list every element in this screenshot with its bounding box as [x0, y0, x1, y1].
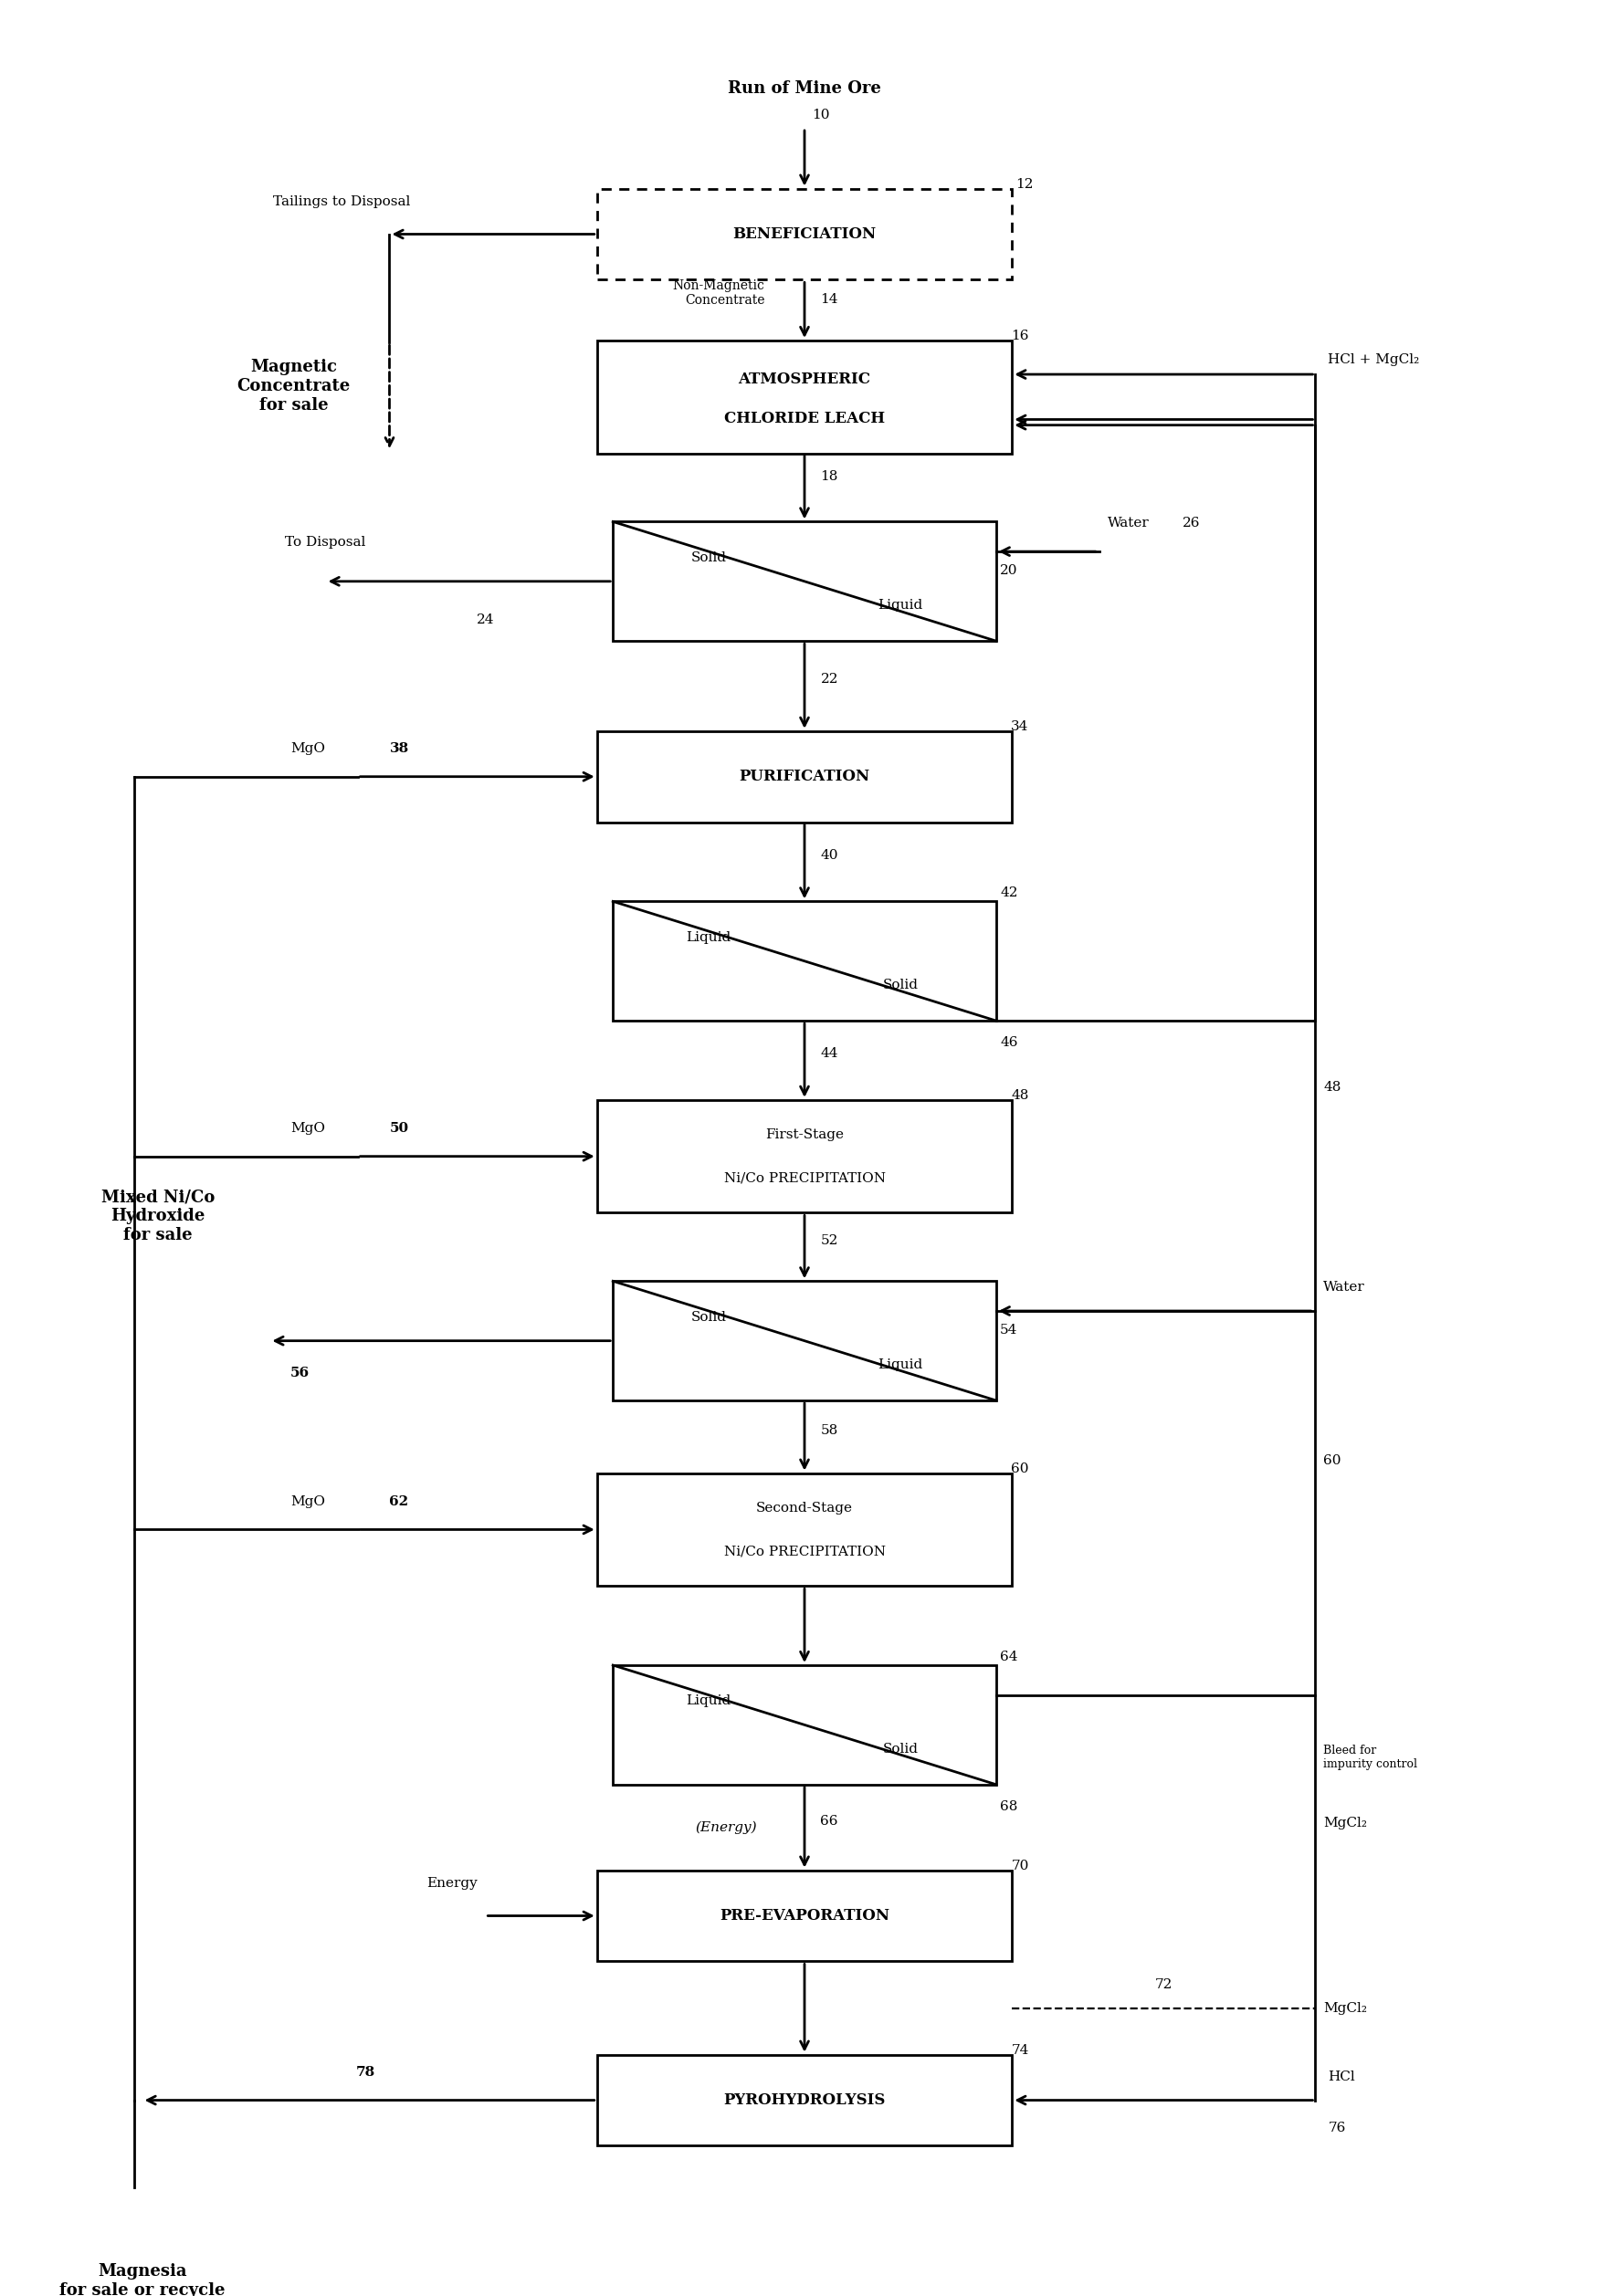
Text: Energy: Energy [426, 1876, 478, 1890]
Bar [597, 340, 1012, 452]
Text: Bleed for
impurity control: Bleed for impurity control [1323, 1745, 1418, 1770]
Text: 58: 58 [821, 1424, 838, 1437]
Text: ATMOSPHERIC: ATMOSPHERIC [739, 372, 870, 388]
Text: 18: 18 [821, 471, 838, 482]
Text: 14: 14 [821, 294, 838, 305]
Text: 60: 60 [1323, 1453, 1342, 1467]
Text: Liquid: Liquid [879, 599, 924, 611]
Text: PYROHYDROLYSIS: PYROHYDROLYSIS [724, 2092, 885, 2108]
Text: 56: 56 [290, 1366, 309, 1380]
Text: Liquid: Liquid [685, 930, 730, 944]
Text: Magnetic
Concentrate
for sale: Magnetic Concentrate for sale [237, 358, 351, 413]
Bar [597, 188, 1012, 280]
Text: Solid: Solid [882, 1743, 919, 1754]
Text: 70: 70 [1010, 1860, 1028, 1871]
Bar [613, 902, 996, 1022]
Text: 76: 76 [1327, 2122, 1345, 2135]
Text: Tailings to Disposal: Tailings to Disposal [274, 195, 410, 209]
Text: 54: 54 [999, 1322, 1017, 1336]
Text: Magnesia
for sale or recycle: Magnesia for sale or recycle [60, 2264, 225, 2296]
Text: CHLORIDE LEACH: CHLORIDE LEACH [724, 411, 885, 427]
Text: Run of Mine Ore: Run of Mine Ore [727, 80, 882, 96]
Bar [613, 521, 996, 641]
Text: Ni/Co PRECIPITATION: Ni/Co PRECIPITATION [724, 1171, 885, 1185]
Text: Solid: Solid [882, 978, 919, 992]
Text: HCl + MgCl₂: HCl + MgCl₂ [1327, 354, 1419, 365]
Text: 48: 48 [1010, 1088, 1028, 1102]
Text: MgCl₂: MgCl₂ [1323, 2002, 1368, 2014]
Text: Liquid: Liquid [685, 1694, 730, 1708]
Text: To Disposal: To Disposal [285, 535, 365, 549]
Bar [613, 1281, 996, 1401]
Text: 24: 24 [476, 613, 494, 627]
Text: 74: 74 [1010, 2043, 1028, 2057]
Text: 68: 68 [999, 1800, 1017, 1812]
Bar [597, 1871, 1012, 1961]
Text: Solid: Solid [690, 551, 727, 565]
Bar [597, 730, 1012, 822]
Text: PURIFICATION: PURIFICATION [739, 769, 870, 785]
Text: 46: 46 [999, 1035, 1018, 1049]
Text: MgO: MgO [291, 1495, 325, 1508]
Text: 52: 52 [821, 1233, 838, 1247]
Text: 60: 60 [1010, 1463, 1028, 1476]
Text: 16: 16 [1010, 331, 1028, 342]
Text: Mixed Ni/Co
Hydroxide
for sale: Mixed Ni/Co Hydroxide for sale [101, 1189, 214, 1242]
Text: Second-Stage: Second-Stage [756, 1502, 853, 1515]
Text: 64: 64 [999, 1651, 1018, 1662]
Text: Water: Water [1109, 517, 1149, 530]
Text: MgO: MgO [291, 1123, 325, 1134]
Bar [597, 1474, 1012, 1587]
Text: Non-Magnetic
Concentrate: Non-Magnetic Concentrate [673, 280, 764, 308]
Text: Water: Water [1323, 1281, 1364, 1293]
Text: 34: 34 [1010, 721, 1028, 732]
Text: 48: 48 [1323, 1081, 1340, 1093]
Bar [597, 1100, 1012, 1212]
Text: 78: 78 [356, 2066, 375, 2078]
Text: 22: 22 [821, 673, 838, 687]
Text: BENEFICIATION: BENEFICIATION [732, 227, 877, 241]
Text: Ni/Co PRECIPITATION: Ni/Co PRECIPITATION [724, 1545, 885, 1557]
Bar [613, 1665, 996, 1784]
Text: PRE-EVAPORATION: PRE-EVAPORATION [719, 1908, 890, 1924]
Text: 50: 50 [389, 1123, 409, 1134]
Text: 10: 10 [811, 108, 829, 122]
Text: MgO: MgO [291, 742, 325, 755]
Text: 20: 20 [999, 565, 1018, 576]
Text: (Energy): (Energy) [695, 1821, 756, 1835]
Text: HCl: HCl [1327, 2071, 1355, 2082]
Text: MgCl₂: MgCl₂ [1323, 1816, 1368, 1830]
Text: First-Stage: First-Stage [766, 1127, 843, 1141]
Text: 72: 72 [1155, 1977, 1173, 1991]
Text: 42: 42 [999, 886, 1018, 900]
Bar [597, 2055, 1012, 2147]
Text: 40: 40 [821, 850, 838, 861]
Text: Solid: Solid [690, 1311, 727, 1322]
Text: 62: 62 [389, 1495, 409, 1508]
Text: 12: 12 [1015, 177, 1033, 191]
Text: 38: 38 [389, 742, 409, 755]
Text: 44: 44 [821, 1047, 838, 1061]
Text: Liquid: Liquid [879, 1359, 924, 1371]
Text: 26: 26 [1183, 517, 1200, 530]
Text: 66: 66 [821, 1814, 838, 1828]
